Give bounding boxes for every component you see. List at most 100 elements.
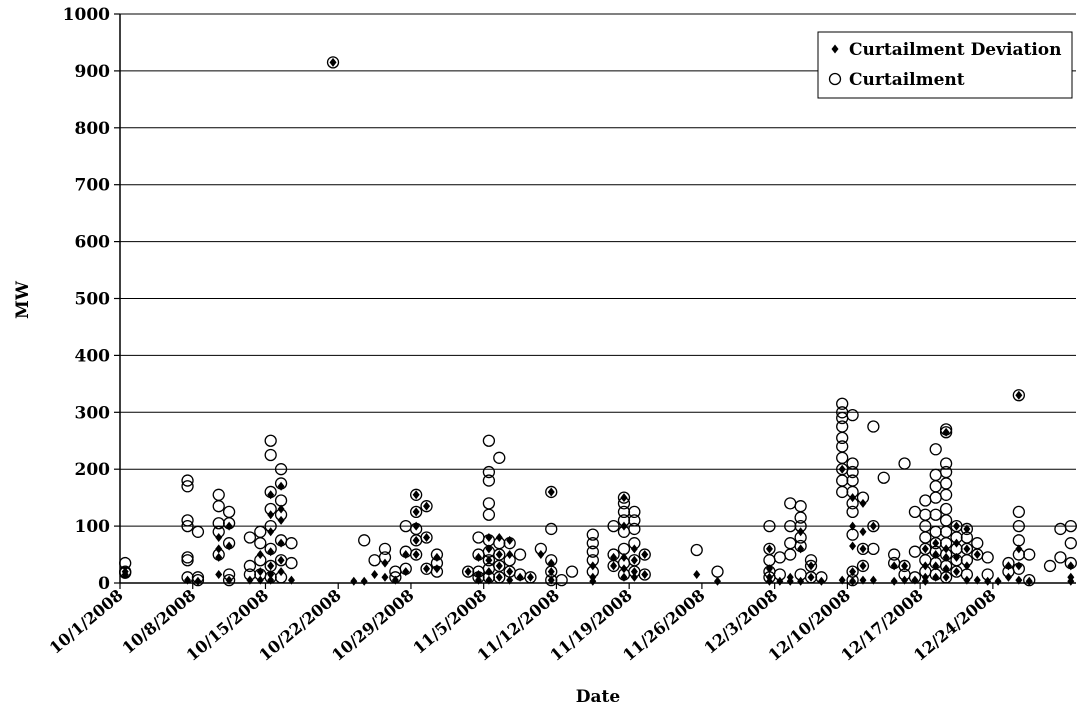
curtailment-deviation-point [589, 561, 597, 571]
curtailment-point [181, 480, 194, 493]
curtailment-point [493, 451, 506, 464]
curtailment-point [919, 508, 932, 521]
curtailment-point [181, 554, 194, 567]
curtailment-point [981, 551, 994, 564]
curtailment-deviation-point [620, 493, 628, 503]
curtailment-deviation-point [475, 575, 482, 585]
curtailment-deviation-point [526, 572, 534, 582]
curtailment-point [929, 491, 942, 504]
curtailment-deviation-point [641, 550, 649, 560]
gridlines [114, 13, 1076, 584]
curtailment-point [846, 474, 859, 487]
curtailment-deviation-point [1067, 576, 1075, 586]
curtailment-deviation-point [963, 575, 971, 585]
curtailment-point [243, 531, 257, 544]
curtailment-deviation-point [932, 572, 940, 582]
curtailment-point [482, 434, 496, 447]
curtailment-point [410, 548, 423, 561]
curtailment-point [763, 519, 776, 533]
curtailment-deviation-point [610, 561, 618, 571]
curtailment-deviation-point [329, 57, 337, 67]
curtailment-point [181, 514, 194, 527]
curtailment-deviation-point [495, 550, 503, 560]
curtailment-deviation-point [485, 575, 493, 585]
curtailment-deviation-point [838, 575, 846, 585]
legend-label: Curtailment Deviation [849, 40, 1061, 60]
curtailment-point [285, 556, 298, 570]
curtailment-point [524, 571, 537, 584]
curtailment-deviation-point [869, 521, 877, 531]
y-tick-label: 800 [75, 119, 111, 139]
curtailment-point [784, 537, 797, 550]
curtailment-point [919, 494, 932, 507]
curtailment-point [939, 488, 953, 501]
curtailment-deviation-series [121, 57, 1075, 586]
curtailment-point [867, 542, 880, 556]
curtailment-deviation-point [901, 561, 909, 571]
curtailment-deviation-point [994, 576, 1002, 586]
curtailment-deviation-point [765, 564, 773, 574]
curtailment-deviation-point [641, 569, 649, 579]
curtailment-point [628, 522, 641, 536]
curtailment-point [711, 565, 724, 578]
curtailment-deviation-point [849, 576, 857, 586]
x-tick-label: 10/1/2008 [46, 586, 127, 658]
curtailment-series [119, 56, 1077, 587]
curtailment-point [617, 491, 631, 504]
curtailment-point [482, 497, 496, 510]
curtailment-deviation-point [620, 572, 628, 582]
curtailment-point [1054, 551, 1067, 564]
curtailment-deviation-point [1015, 544, 1023, 554]
curtailment-point [908, 545, 922, 558]
curtailment-point [939, 477, 953, 490]
curtailment-deviation-point [984, 576, 992, 586]
curtailment-deviation-point [817, 576, 825, 586]
curtailment-deviation-point [423, 564, 431, 574]
y-tick-label: 700 [75, 176, 111, 196]
curtailment-point [545, 522, 558, 536]
curtailment-deviation-point [797, 544, 805, 554]
curtailment-deviation-point [391, 575, 399, 585]
curtailment-deviation-point [381, 558, 389, 568]
curtailment-deviation-point [277, 538, 285, 548]
curtailment-deviation-point [277, 515, 285, 525]
curtailment-point [784, 497, 797, 510]
curtailment-deviation-point [932, 550, 940, 560]
curtailment-deviation-point [1067, 561, 1075, 571]
curtailment-deviation-point [506, 535, 514, 545]
curtailment-point [222, 574, 236, 587]
curtailment-deviation-point [890, 576, 898, 586]
curtailment-point [939, 465, 953, 479]
curtailment-deviation-point [953, 521, 960, 531]
curtailment-deviation-point [1015, 561, 1023, 571]
curtailment-point [1064, 519, 1077, 533]
curtailment-deviation-point [277, 555, 285, 565]
curtailment-deviation-point [921, 561, 929, 571]
curtailment-deviation-point [859, 575, 867, 585]
curtailment-deviation-point [620, 521, 628, 531]
curtailment-deviation-point [765, 544, 773, 554]
curtailment-point [888, 548, 901, 561]
curtailment-deviation-point [963, 524, 971, 534]
curtailment-deviation-point [547, 575, 555, 585]
curtailment-deviation-point [485, 567, 493, 577]
curtailment-point [482, 554, 496, 567]
curtailment-point [212, 500, 225, 513]
curtailment-point [877, 471, 890, 484]
curtailment-point [607, 519, 620, 533]
curtailment-point [274, 463, 288, 476]
curtailment-point [617, 542, 631, 556]
curtailment-deviation-point [225, 575, 233, 585]
curtailment-deviation-point [953, 538, 960, 548]
curtailment-deviation-point [267, 510, 275, 520]
curtailment-deviation-point [942, 552, 950, 562]
curtailment-point [513, 548, 527, 561]
curtailment-point [939, 457, 953, 470]
curtailment-deviation-point [381, 572, 389, 582]
curtailment-deviation-point [277, 567, 285, 577]
curtailment-deviation-point [859, 561, 867, 571]
curtailment-point [929, 480, 942, 493]
curtailment-point [929, 508, 942, 521]
curtailment-deviation-point [371, 569, 379, 579]
curtailment-point [836, 420, 849, 433]
